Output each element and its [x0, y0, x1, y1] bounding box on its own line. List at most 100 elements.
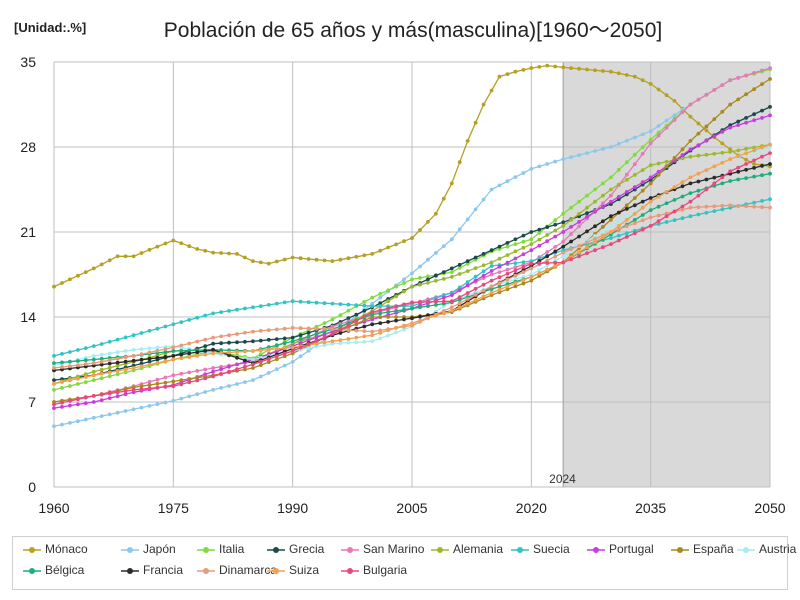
data-point-suecia [68, 350, 72, 354]
data-point-bulgaria [545, 261, 550, 265]
data-point-alemania [505, 253, 510, 257]
data-point-bulgaria [139, 387, 144, 391]
data-point-grecia [274, 337, 279, 341]
legend-item-monaco[interactable]: Mónaco [23, 542, 88, 560]
data-point-monaco [211, 250, 216, 255]
legend-item-suecia[interactable]: Suecia [511, 542, 570, 560]
data-point-bulgaria [561, 260, 566, 265]
data-point-suecia [537, 256, 542, 261]
data-point-portugal [688, 147, 693, 152]
data-point-suiza [274, 346, 279, 351]
data-point-dinamarca [680, 207, 685, 212]
data-point-grecia [553, 222, 558, 227]
legend-label: Alemania [453, 542, 504, 556]
legend-item-alemania[interactable]: Alemania [431, 542, 503, 560]
x-tick-label: 1975 [158, 500, 189, 516]
data-point-suecia [115, 337, 120, 342]
data-point-suecia [656, 222, 661, 226]
data-point-san-marino [211, 366, 216, 370]
data-point-espana [760, 82, 764, 86]
data-point-monaco [418, 228, 422, 232]
data-point-portugal [736, 123, 741, 127]
data-point-austria [378, 336, 383, 341]
data-point-bulgaria [378, 308, 383, 313]
legend-item-belgica[interactable]: Bélgica [23, 563, 84, 581]
legend-item-japon[interactable]: Japón [121, 542, 176, 560]
data-point-portugal [497, 264, 502, 269]
data-point-portugal [728, 125, 733, 130]
data-point-austria [346, 340, 351, 345]
data-point-alemania [91, 369, 96, 374]
data-point-portugal [219, 367, 224, 372]
data-point-san-marino [577, 224, 581, 229]
data-point-monaco [163, 241, 168, 246]
data-point-alemania [545, 233, 550, 237]
data-point-portugal [306, 338, 311, 343]
legend-item-francia[interactable]: Francia [121, 563, 183, 581]
data-point-suiza [402, 323, 406, 328]
legend-label: Suiza [289, 563, 320, 577]
legend-item-portugal[interactable]: Portugal [587, 542, 654, 560]
data-point-dinamarca [513, 273, 518, 278]
legend-swatch [431, 546, 449, 553]
data-point-dinamarca [163, 347, 168, 351]
data-point-japon [609, 145, 613, 149]
data-point-suiza [680, 180, 685, 185]
legend-item-san-marino[interactable]: San Marino [341, 542, 424, 560]
data-point-suiza [537, 271, 542, 276]
legend-item-espana[interactable]: España [671, 542, 734, 560]
data-point-suiza [712, 164, 717, 169]
data-point-monaco [497, 74, 502, 79]
data-point-dinamarca [768, 205, 772, 210]
legend-label: Mónaco [45, 542, 88, 556]
data-point-monaco [449, 181, 454, 186]
data-point-japon [147, 404, 152, 408]
data-point-portugal [76, 402, 80, 407]
data-point-portugal [298, 341, 303, 346]
data-point-grecia [537, 227, 542, 232]
data-point-belgica [744, 176, 748, 181]
data-point-grecia [378, 301, 383, 306]
data-point-san-marino [760, 68, 764, 73]
data-point-francia [99, 362, 104, 367]
data-point-suecia [99, 342, 104, 346]
data-point-espana [243, 367, 247, 372]
data-point-portugal [441, 295, 446, 300]
data-point-suecia [258, 304, 263, 308]
legend-item-suiza[interactable]: Suiza [267, 563, 319, 581]
data-point-bulgaria [593, 248, 597, 253]
data-point-austria [251, 357, 255, 362]
data-point-belgica [426, 304, 430, 308]
data-point-italia [537, 231, 542, 235]
data-point-francia [227, 353, 231, 357]
legend-item-dinamarca[interactable]: Dinamarca [197, 563, 277, 581]
data-point-italia [362, 300, 367, 304]
data-point-portugal [513, 256, 518, 261]
data-point-suiza [601, 235, 605, 240]
legend-item-austria[interactable]: Austria [737, 542, 796, 560]
data-point-suecia [712, 209, 717, 214]
data-point-espana [521, 281, 526, 286]
data-point-portugal [99, 398, 104, 402]
legend-label: Austria [759, 542, 797, 556]
data-point-san-marino [601, 201, 605, 206]
data-point-portugal [235, 362, 239, 367]
legend-item-italia[interactable]: Italia [197, 542, 244, 560]
data-point-francia [553, 249, 558, 254]
data-point-san-marino [505, 267, 510, 272]
data-point-portugal [704, 138, 709, 143]
data-point-suiza [545, 267, 550, 272]
data-point-francia [577, 234, 581, 239]
data-point-alemania [457, 272, 462, 276]
data-point-bulgaria [529, 261, 534, 266]
data-point-bulgaria [163, 385, 168, 389]
data-point-portugal [720, 130, 725, 134]
legend-item-bulgaria[interactable]: Bulgaria [341, 563, 407, 581]
data-point-espana [171, 379, 176, 384]
y-tick-label: 21 [20, 224, 36, 240]
data-point-monaco [354, 254, 359, 259]
legend-item-grecia[interactable]: Grecia [267, 542, 324, 560]
data-point-francia [696, 179, 701, 184]
data-point-belgica [497, 284, 502, 289]
data-point-suiza [688, 175, 693, 180]
